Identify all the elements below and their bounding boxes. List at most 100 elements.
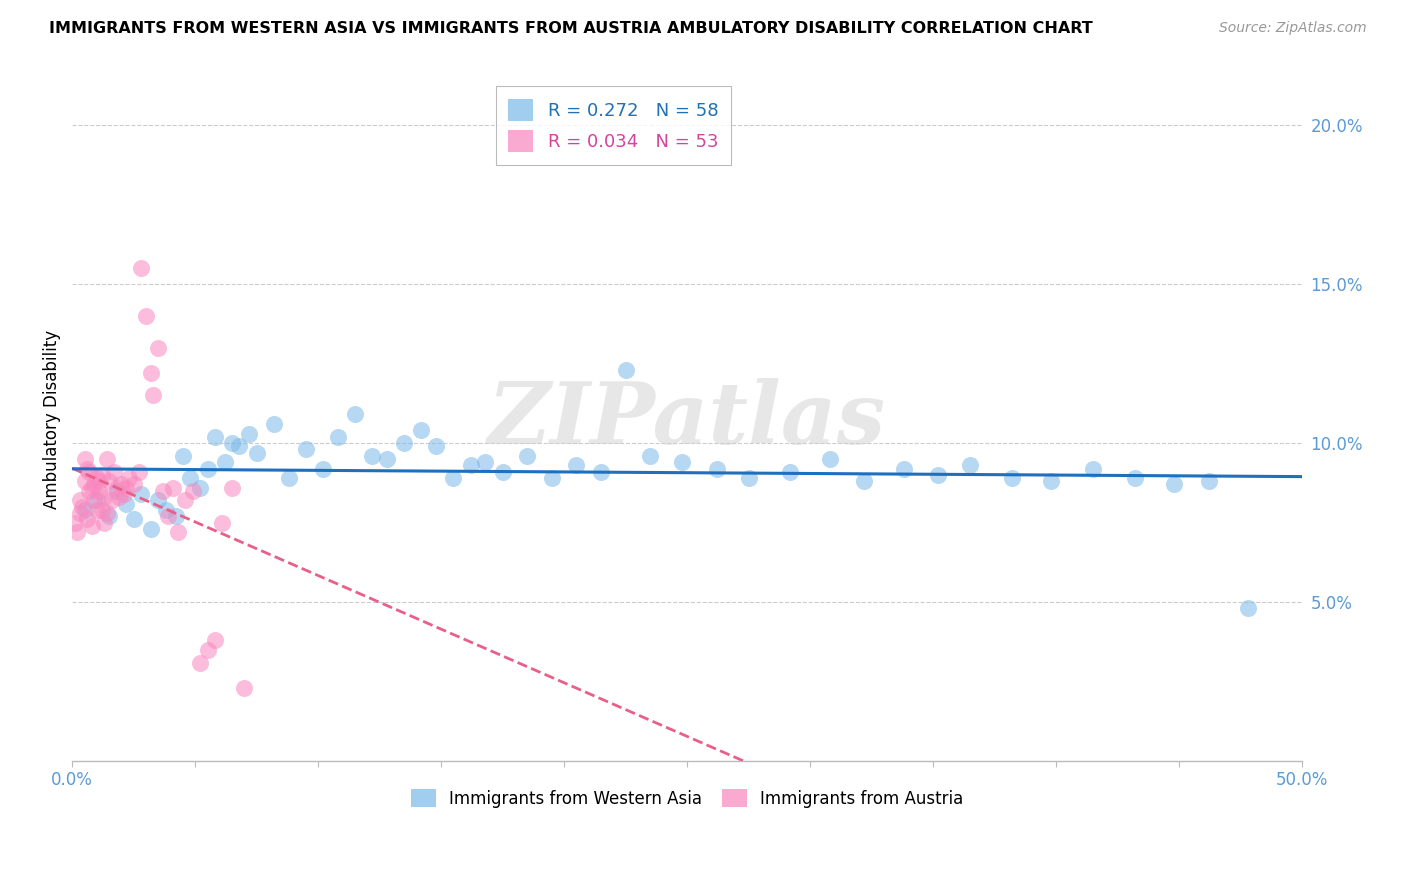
Point xyxy=(90,503,112,517)
Point xyxy=(122,477,145,491)
Point xyxy=(460,458,482,473)
Point xyxy=(614,363,637,377)
Text: IMMIGRANTS FROM WESTERN ASIA VS IMMIGRANTS FROM AUSTRIA AMBULATORY DISABILITY CO: IMMIGRANTS FROM WESTERN ASIA VS IMMIGRAN… xyxy=(49,21,1092,37)
Point xyxy=(115,496,138,510)
Point xyxy=(80,518,103,533)
Point xyxy=(89,483,111,498)
Point xyxy=(152,483,174,498)
Point xyxy=(73,452,96,467)
Point xyxy=(1040,475,1063,489)
Point xyxy=(105,481,128,495)
Point xyxy=(779,465,801,479)
Point xyxy=(96,506,118,520)
Point xyxy=(80,481,103,495)
Point xyxy=(638,449,661,463)
Point xyxy=(1198,475,1220,489)
Point xyxy=(86,503,108,517)
Point xyxy=(93,516,115,530)
Point xyxy=(179,471,201,485)
Point xyxy=(76,461,98,475)
Point xyxy=(155,503,177,517)
Point xyxy=(172,449,194,463)
Point xyxy=(79,483,101,498)
Point xyxy=(83,493,105,508)
Text: Source: ZipAtlas.com: Source: ZipAtlas.com xyxy=(1219,21,1367,36)
Point xyxy=(89,475,111,489)
Point xyxy=(375,452,398,467)
Point xyxy=(443,471,465,485)
Point xyxy=(492,465,515,479)
Point xyxy=(927,467,949,482)
Point xyxy=(411,423,433,437)
Point xyxy=(238,426,260,441)
Point xyxy=(228,439,250,453)
Point xyxy=(1001,471,1024,485)
Point xyxy=(1237,601,1260,615)
Point xyxy=(129,487,152,501)
Point xyxy=(211,516,233,530)
Point xyxy=(162,481,184,495)
Point xyxy=(959,458,981,473)
Legend: Immigrants from Western Asia, Immigrants from Austria: Immigrants from Western Asia, Immigrants… xyxy=(404,782,970,814)
Point xyxy=(233,681,256,695)
Point xyxy=(1163,477,1185,491)
Point xyxy=(115,481,138,495)
Point xyxy=(90,467,112,482)
Point xyxy=(818,452,841,467)
Point xyxy=(157,509,180,524)
Point xyxy=(344,408,367,422)
Point xyxy=(214,455,236,469)
Text: ZIPatlas: ZIPatlas xyxy=(488,377,886,461)
Point xyxy=(86,493,108,508)
Point xyxy=(263,417,285,431)
Point xyxy=(188,481,211,495)
Point xyxy=(188,656,211,670)
Point xyxy=(122,512,145,526)
Point xyxy=(103,465,125,479)
Point xyxy=(108,490,131,504)
Point xyxy=(112,487,135,501)
Point xyxy=(204,430,226,444)
Point xyxy=(706,461,728,475)
Point xyxy=(118,471,141,485)
Point xyxy=(110,477,132,491)
Point xyxy=(128,465,150,479)
Point xyxy=(853,475,876,489)
Point xyxy=(1123,471,1146,485)
Point xyxy=(221,436,243,450)
Point xyxy=(361,449,384,463)
Point xyxy=(197,461,219,475)
Point xyxy=(142,388,165,402)
Point xyxy=(197,642,219,657)
Point xyxy=(541,471,564,485)
Point xyxy=(221,481,243,495)
Point xyxy=(69,493,91,508)
Point xyxy=(326,430,349,444)
Point xyxy=(98,475,121,489)
Point xyxy=(73,475,96,489)
Point xyxy=(246,445,269,459)
Point xyxy=(148,493,170,508)
Point xyxy=(98,509,121,524)
Point xyxy=(96,452,118,467)
Point xyxy=(1081,461,1104,475)
Point xyxy=(83,477,105,491)
Point xyxy=(73,503,96,517)
Point xyxy=(139,522,162,536)
Point xyxy=(66,525,89,540)
Point xyxy=(76,512,98,526)
Y-axis label: Ambulatory Disability: Ambulatory Disability xyxy=(44,330,60,508)
Point xyxy=(165,509,187,524)
Point xyxy=(737,471,759,485)
Point xyxy=(86,471,108,485)
Point xyxy=(93,490,115,504)
Point xyxy=(135,309,157,323)
Point xyxy=(295,442,318,457)
Point xyxy=(129,261,152,276)
Point xyxy=(174,493,197,508)
Point xyxy=(394,436,416,450)
Point xyxy=(565,458,588,473)
Point xyxy=(167,525,190,540)
Point xyxy=(181,483,204,498)
Point xyxy=(474,455,496,469)
